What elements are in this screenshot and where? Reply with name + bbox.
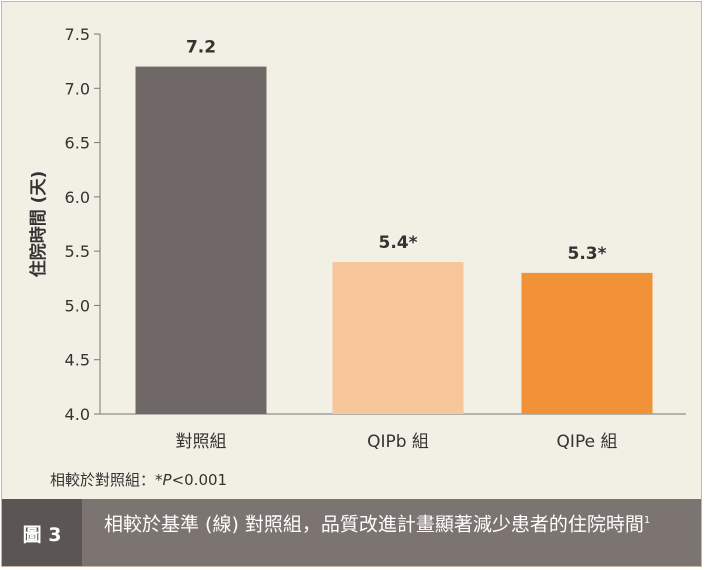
y-tick-label: 6.5 bbox=[65, 134, 90, 153]
bar bbox=[521, 272, 653, 414]
x-tick-label: 對照組 bbox=[176, 432, 227, 452]
y-tick-label: 7.5 bbox=[65, 25, 90, 44]
footnote-suffix: <0.001 bbox=[171, 471, 228, 489]
footnote-p-symbol: P bbox=[162, 471, 172, 489]
bar-chart: 4.0 4.5 5.0 5.5 6.0 6.5 7.0 7.5 住院時間 (天) 7.2 對照組 5.… bbox=[28, 25, 686, 452]
figure-caption-text: 相較於基準 (線) 對照組，品質改進計畫顯著減少患者的住院時間 bbox=[104, 513, 644, 536]
bar bbox=[332, 262, 464, 414]
x-tick-label: QIPb 組 bbox=[367, 432, 429, 452]
y-tick-label: 7.0 bbox=[65, 79, 90, 98]
footnote-prefix: 相較於對照組：* bbox=[50, 471, 163, 489]
x-tick-label: QIPe 組 bbox=[557, 432, 618, 452]
y-tick-label: 6.0 bbox=[65, 188, 90, 207]
caption-bar: 圖 3 相較於基準 (線) 對照組，品質改進計畫顯著減少患者的住院時間1 bbox=[2, 499, 701, 566]
figure-label: 圖 3 bbox=[2, 499, 82, 566]
data-label: 5.4* bbox=[378, 233, 417, 253]
data-label: 5.3* bbox=[567, 244, 606, 264]
y-tick-label: 4.5 bbox=[65, 351, 90, 370]
bar bbox=[135, 66, 267, 415]
y-axis-title: 住院時間 (天) bbox=[28, 171, 49, 277]
figure-caption-ref: 1 bbox=[643, 515, 651, 526]
y-tick-label: 5.0 bbox=[65, 296, 90, 315]
footnote: 相較於對照組：*P<0.001 bbox=[50, 469, 227, 490]
data-label: 7.2 bbox=[186, 38, 216, 58]
y-tick-label: 4.0 bbox=[65, 405, 90, 424]
y-tick-label: 5.5 bbox=[65, 242, 90, 261]
figure-caption: 相較於基準 (線) 對照組，品質改進計畫顯著減少患者的住院時間1 bbox=[104, 509, 694, 536]
